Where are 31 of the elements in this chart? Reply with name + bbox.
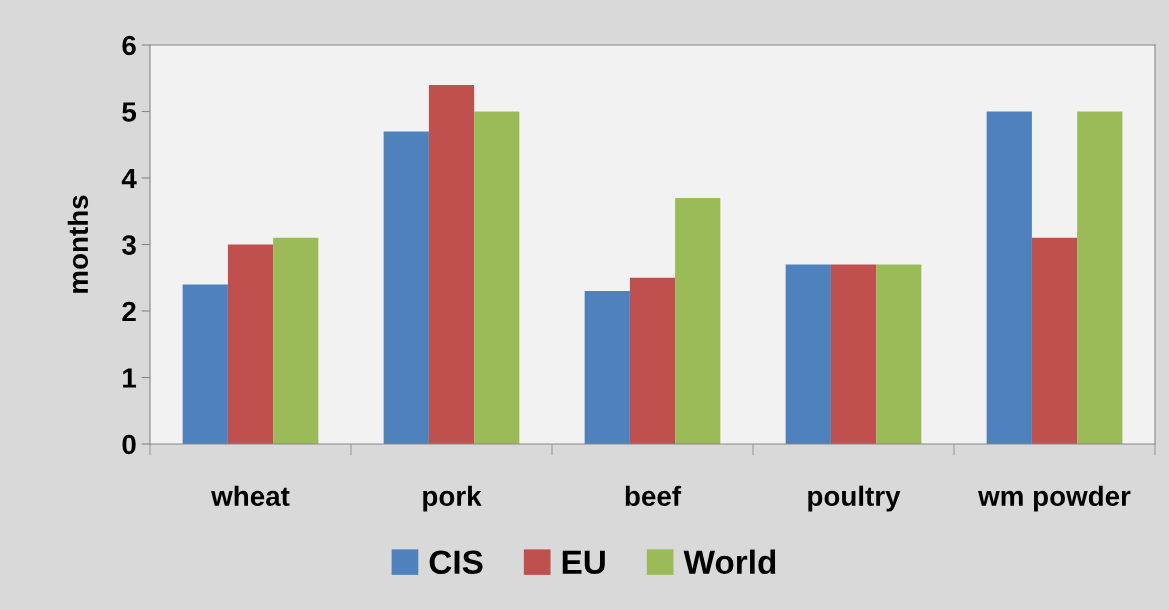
legend-label: CIS	[429, 550, 483, 575]
bar	[675, 197, 721, 444]
y-tick-label: 2	[122, 301, 136, 322]
y-tick-label: 5	[122, 102, 137, 122]
bar	[383, 131, 429, 444]
bar	[474, 111, 520, 444]
y-tick-label: 4	[121, 168, 137, 189]
bar	[273, 237, 319, 444]
x-tick-label: poultry	[808, 485, 901, 512]
legend-label: World	[683, 549, 776, 575]
bar	[428, 84, 475, 444]
bar	[986, 111, 1032, 444]
bar	[1031, 237, 1078, 444]
y-axis-title: months	[67, 195, 89, 293]
y-tick-label: 6	[122, 35, 136, 56]
y-tick-label: 0	[122, 434, 136, 455]
legend-label: EU	[562, 550, 605, 575]
bar	[227, 244, 274, 444]
y-tick-label: 3	[122, 235, 136, 255]
bar	[584, 291, 630, 444]
bar	[1077, 111, 1123, 444]
x-tick-label: pork	[423, 485, 482, 512]
x-tick-label: wm powder	[978, 485, 1131, 512]
x-tick-label: wheat	[211, 485, 290, 507]
bar	[629, 277, 676, 444]
bar	[830, 264, 877, 444]
bar	[182, 284, 228, 444]
y-tick-label: 1	[123, 368, 137, 388]
bar	[785, 264, 831, 444]
x-tick-label: beef	[625, 485, 682, 507]
bar	[876, 264, 922, 444]
